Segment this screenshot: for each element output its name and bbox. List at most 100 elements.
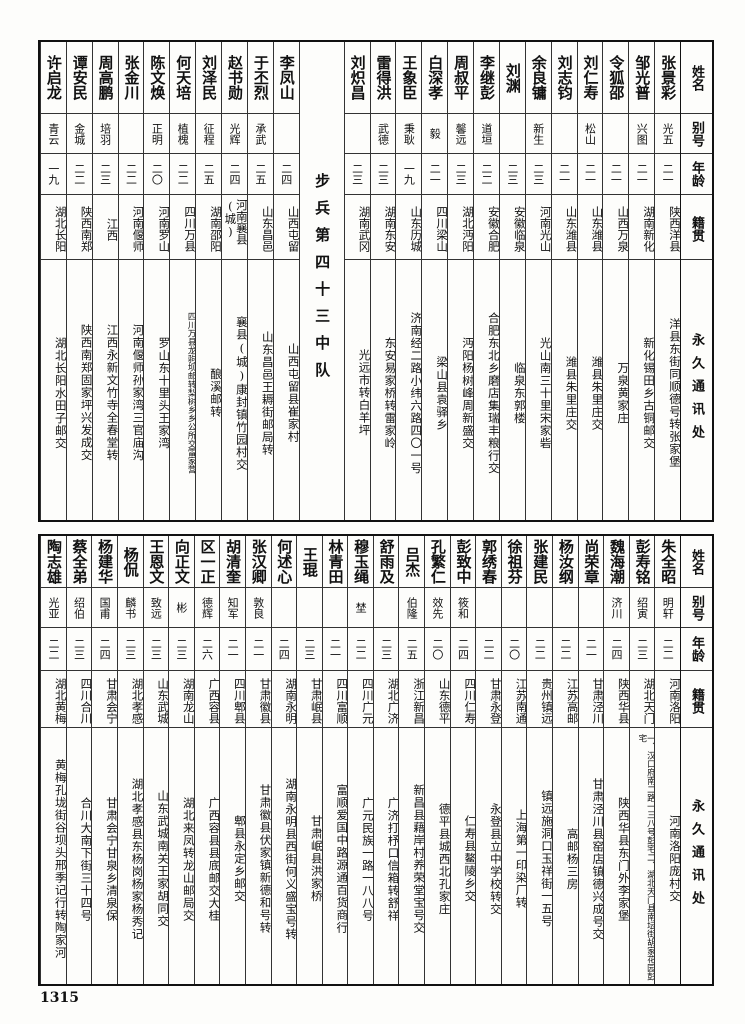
cell-name: 王恩文 <box>143 536 169 588</box>
person-column: 许启龙 青云 一九 湖北长阳 湖北长阳水田子邮交 <box>39 42 66 520</box>
cell-age: 二六 <box>194 628 220 671</box>
cell-address: 酿溪邮转 <box>209 368 221 418</box>
person-column: 王琨 二三 甘肃岷县 甘肃岷县洪家桥 <box>296 536 322 984</box>
cell-age: 二一 <box>578 628 604 671</box>
cell-age: 二〇 <box>501 628 527 671</box>
cell-native: 四川仁寿 <box>450 671 476 728</box>
cell-native: 河南襄县(城) <box>222 195 247 260</box>
cell-address: 甘肃泾川县窑店镇德兴成号交 <box>591 777 604 941</box>
person-column: 徐祖芬 二〇 江苏南通 上海第一印染厂转 <box>500 536 527 984</box>
cell-native: 甘肃会宁 <box>92 671 117 728</box>
header-column: 姓名 别号 年龄 籍贯 永久通讯处 <box>680 536 712 984</box>
cell-alias <box>527 588 553 628</box>
person-column: 令狐邵 二一 山西万泉 万泉黄家庄 <box>602 42 629 520</box>
person-column: 于丕烈 承武 二五 山东昌邑 山东昌邑王耨街邮局转 <box>246 42 273 520</box>
cell-age: 二二 <box>41 628 66 671</box>
cell-age: 二四 <box>604 628 629 671</box>
cell-native: 四川梁山 <box>422 195 448 260</box>
cell-address: 广西容县县底邮交大桂 <box>207 796 220 922</box>
cell-age: 二一 <box>245 628 271 671</box>
cell-age: 二二 <box>66 154 92 195</box>
cell-native: 湖北天门 <box>629 671 655 728</box>
cell-age: 二一 <box>655 154 680 195</box>
cell-name: 杨汝纲 <box>553 536 578 588</box>
header-age: 年龄 <box>681 154 712 195</box>
cell-age: 二一 <box>577 154 603 195</box>
cell-age: 二一 <box>551 154 577 195</box>
cell-alias: 敦良 <box>245 588 271 628</box>
cell-alias: 松山 <box>577 114 603 154</box>
cell-name: 令狐邵 <box>603 42 629 114</box>
cell-age: 二二 <box>118 154 144 195</box>
cell-native: 河南偃师 <box>118 195 144 260</box>
cell-alias: 秉耿 <box>396 114 422 154</box>
cell-age: 二三 <box>143 628 169 671</box>
cell-age: 二二 <box>655 628 680 671</box>
cell-alias: 伯隆 <box>399 588 425 628</box>
page-number: 1315 <box>40 990 79 1006</box>
cell-age: 二二 <box>527 628 553 671</box>
cell-native: 陕西南郑 <box>66 195 92 260</box>
cell-native: 河南罗山 <box>144 195 170 260</box>
cell-name: 杨侃 <box>117 536 143 588</box>
cell-native: 四川万县 <box>170 195 196 260</box>
header-alias: 别号 <box>681 588 712 628</box>
cell-name: 何述心 <box>271 536 297 588</box>
cell-age: 二一 <box>422 154 448 195</box>
cell-age: 二五 <box>196 154 221 195</box>
person-column: 白深孝毅二一 四川梁山 梁山县袁驿乡 <box>421 42 448 520</box>
header-name: 姓名 <box>681 536 712 588</box>
person-column: 邹光普 兴图 二一 湖南新化 新化锡田乡古铜邮交 <box>628 42 655 520</box>
person-column: 刘渊 二三 安徽临泉 临泉东郭楼 <box>498 42 525 520</box>
person-column: 赵书勋 光辉 二四 河南襄县(城) 襄县(城)康封镇竹园村交 <box>221 42 247 520</box>
cell-age: 二〇 <box>144 154 170 195</box>
cell-alias <box>118 114 144 154</box>
cell-name: 刘渊 <box>499 42 525 114</box>
cell-native: 甘肃泾川 <box>578 671 604 728</box>
cell-name: 舒雨及 <box>373 536 399 588</box>
cell-age: 二四 <box>273 154 299 195</box>
person-column: 彭致中 筱和 二四 四川仁寿 仁寿县鳌陵乡交 <box>449 536 476 984</box>
person-column: 蔡全弟 绍伯 二三 四川合川 合川大南下街三十四号 <box>65 536 92 984</box>
person-column: 吕杰 伯隆 二五 浙江新昌 新昌县藉岸村养荣堂宝号交 <box>398 536 425 984</box>
cell-age: 二三 <box>92 154 118 195</box>
cell-native: 河南洛阳 <box>655 671 680 728</box>
person-column: 周叔平 馨远 二三 湖北沔阳 沔阳杨树峰周新盛交 <box>447 42 473 520</box>
person-column: 尚荣章 二一 甘肃泾川 甘肃泾川县窑店镇德兴成号交 <box>577 536 604 984</box>
cell-age: 二二 <box>474 154 499 195</box>
cell-address: 甘肃岷县洪家桥 <box>309 815 322 903</box>
cell-native: 陕西华县 <box>604 671 629 728</box>
person-column: 孔繁仁 效先 二〇 山东德平 德平县城西北孔家庄 <box>424 536 450 984</box>
cell-alias: 知军 <box>220 588 245 628</box>
cell-alias: 绍伯 <box>66 588 92 628</box>
cell-address: 甘肃徽县伏家镇新德和号转 <box>258 784 271 934</box>
cell-age: 二二 <box>170 154 196 195</box>
person-column: 刘泽民 征程 二五 湖南邵阳 酿溪邮转 <box>195 42 221 520</box>
cell-native: 湖北孝感 <box>117 671 143 728</box>
person-column: 胡清奎 知军 二一 四川郫县 郫县永定乡邮交 <box>219 536 245 984</box>
cell-address: 镇远施洞口玉祥街一五号 <box>540 790 553 928</box>
person-column: 刘志钧 二一 山东潍县 潍县朱里庄交 <box>550 42 577 520</box>
cell-name: 徐祖芬 <box>501 536 527 588</box>
header-column: 姓名 别号 年龄 籍贯 永久通讯处 <box>680 42 712 520</box>
cell-native: 湖南邵阳 <box>196 195 221 260</box>
cell-address: 新化锡田乡古铜邮交 <box>642 336 655 450</box>
cell-age: 二三 <box>373 628 399 671</box>
person-column: 陈文焕 正明 二〇 河南罗山 罗山东十里头王家湾 <box>143 42 170 520</box>
cell-native: 广西容县 <box>194 671 220 728</box>
cell-age: 二三 <box>525 154 551 195</box>
cell-age: 二一 <box>629 154 655 195</box>
cell-alias <box>553 588 578 628</box>
cell-address: 湖北孝感县东杨岗杨家杨秀记 <box>130 777 143 941</box>
cell-age: 二三 <box>117 628 143 671</box>
cell-native: 四川合川 <box>66 671 92 728</box>
cell-native: 四川富顺 <box>322 671 348 728</box>
cell-name: 穆玉绳 <box>348 536 373 588</box>
cell-alias <box>578 588 604 628</box>
cell-alias <box>344 114 370 154</box>
person-column: 魏海潮 济川 二四 陕西华县 陕西华县东门外李家堡 <box>603 536 629 984</box>
cell-age: 二三 <box>448 154 473 195</box>
cell-address: 一、汉口府南二路一三八号彭宅二、湖北天门县南坛街胡家花园彭宅 <box>636 734 655 981</box>
cell-age: 二二 <box>476 628 501 671</box>
cell-address: 甘肃会宁甘泉乡清泉保 <box>104 796 117 922</box>
